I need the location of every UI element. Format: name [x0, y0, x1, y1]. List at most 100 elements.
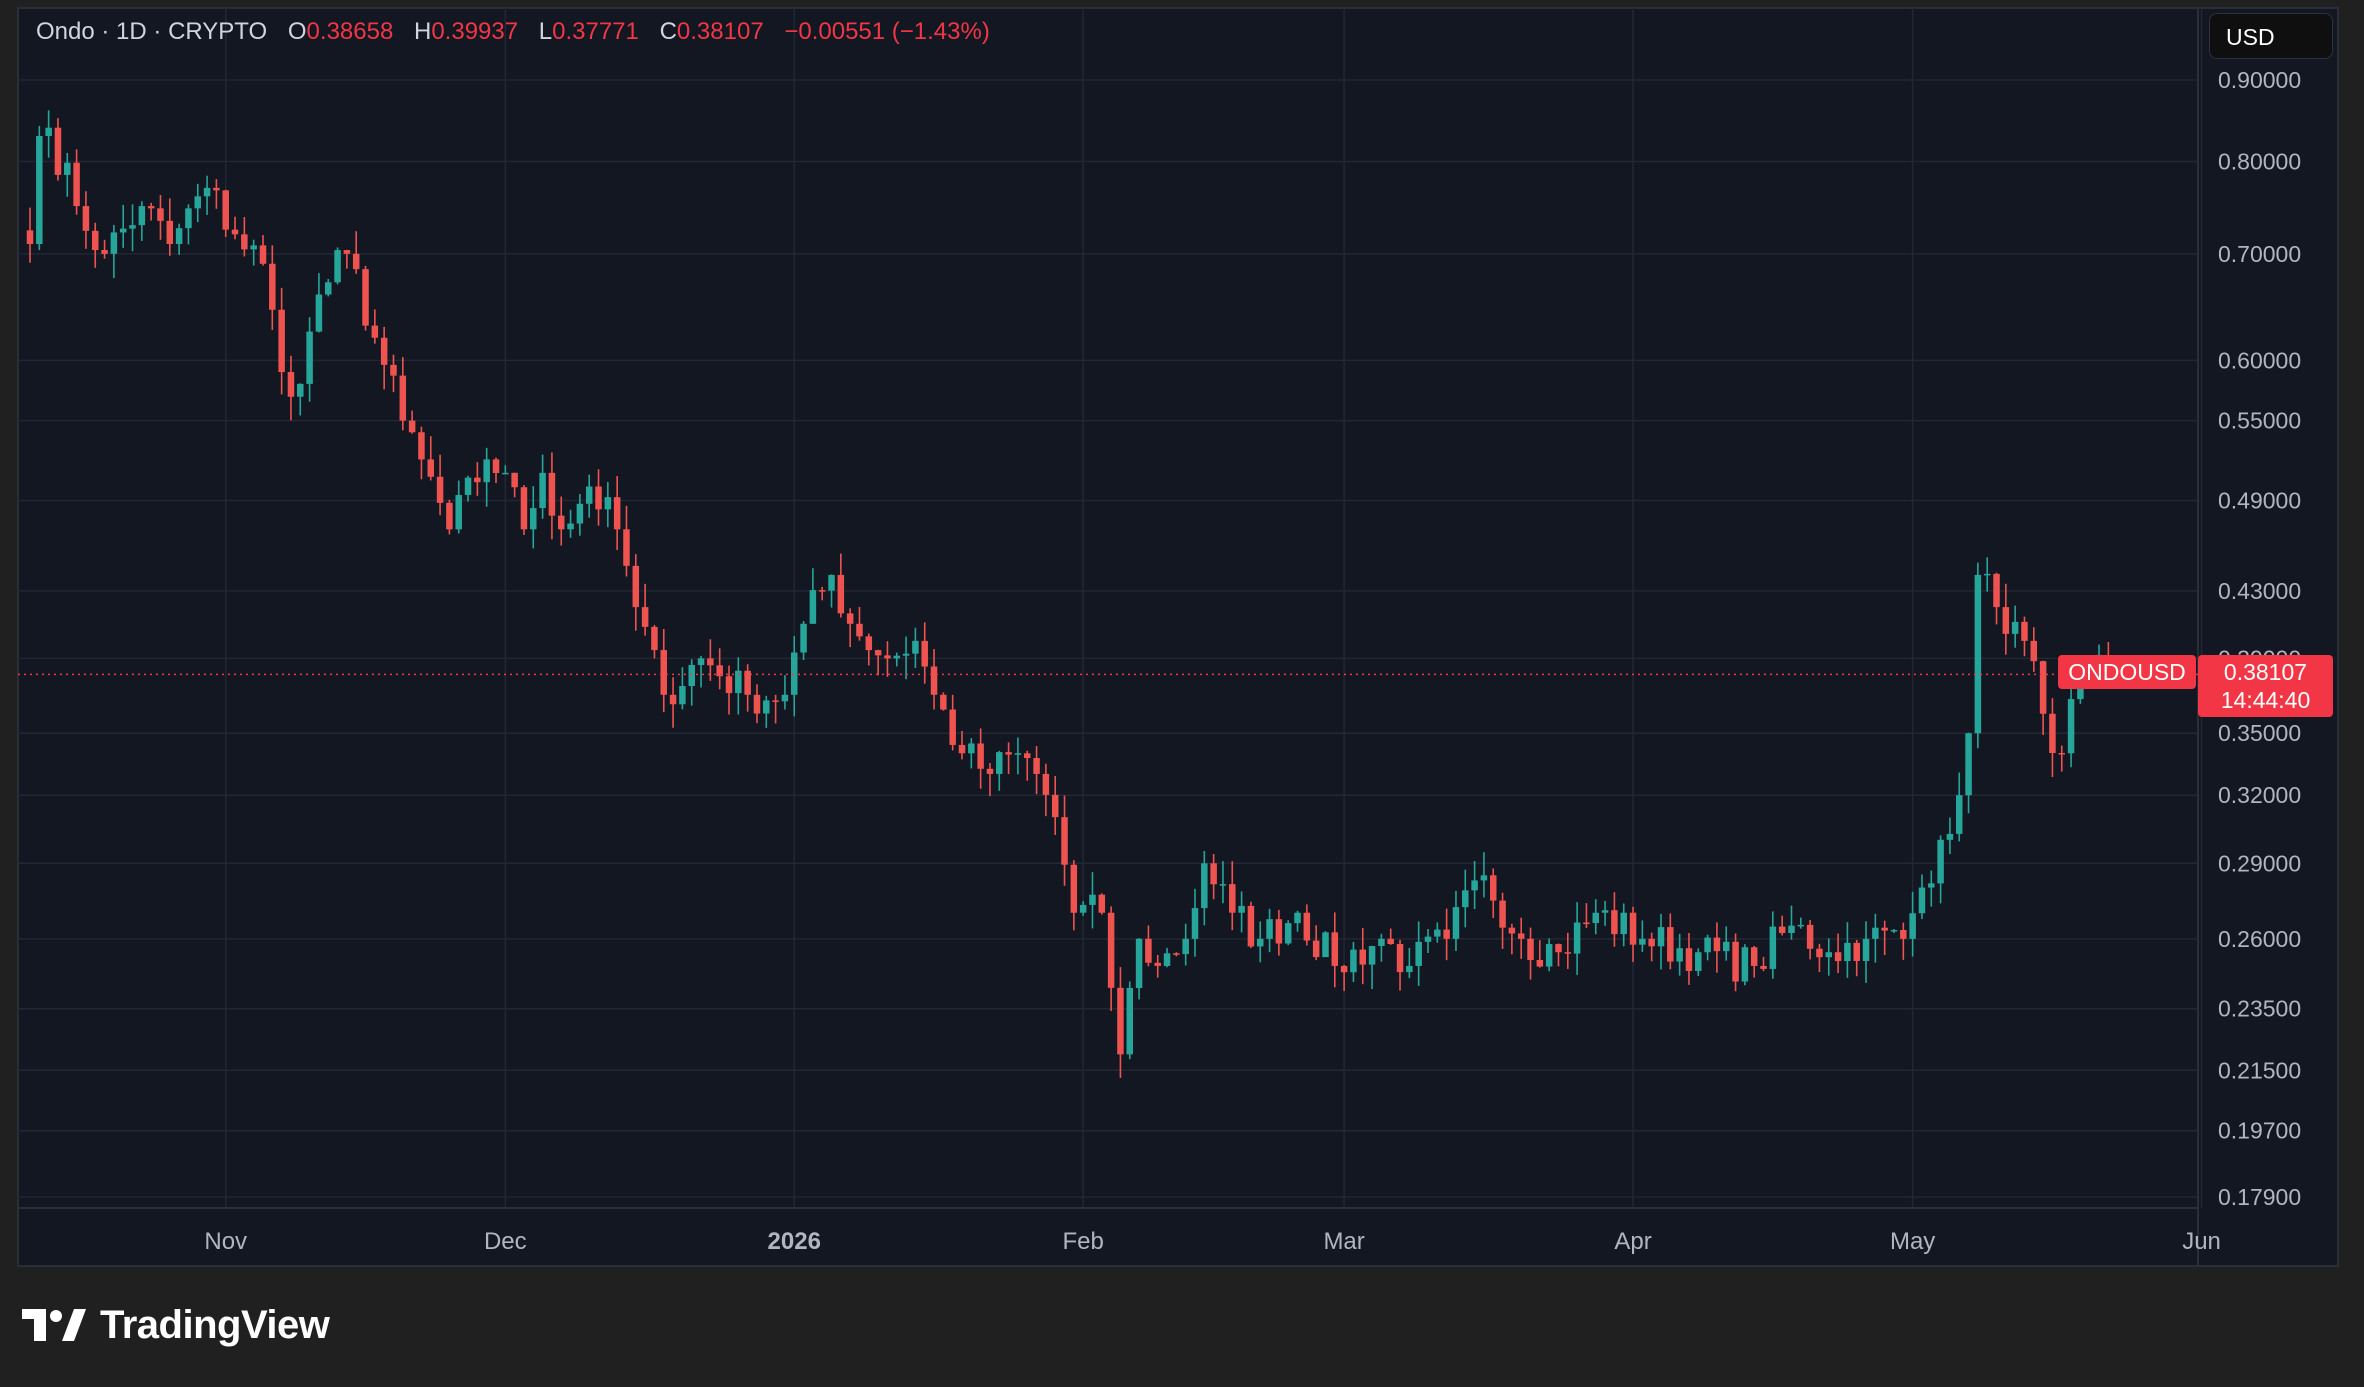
candle-body [1154, 962, 1161, 966]
candle-body [604, 497, 612, 510]
candle-body [371, 325, 379, 338]
candle [790, 636, 798, 717]
candle-body [362, 269, 369, 326]
candle [1573, 902, 1581, 975]
candle-body [1583, 922, 1590, 925]
candle [735, 657, 742, 715]
candle-body [585, 486, 593, 504]
candle [1387, 928, 1394, 945]
candle-body [306, 331, 313, 384]
candle-body [436, 476, 444, 503]
candle [818, 586, 826, 601]
candle-body [1070, 864, 1078, 913]
candle-body [688, 664, 695, 687]
x-tick-label: Mar [1323, 1228, 1364, 1255]
candle-body [1872, 927, 1879, 939]
candle-body [1825, 952, 1833, 958]
candle-body [241, 234, 248, 250]
candle-body [157, 208, 164, 221]
candle-body [1937, 839, 1944, 884]
candle-body [1173, 953, 1180, 955]
candle [73, 149, 80, 215]
currency-selector[interactable]: USD [2209, 13, 2333, 59]
candle-body [194, 196, 202, 209]
candle [707, 639, 714, 681]
candle-body [679, 686, 686, 705]
y-tick-label: 0.35000 [2218, 720, 2301, 746]
candle [1592, 899, 1600, 935]
candle [2030, 627, 2038, 672]
candle [986, 763, 994, 797]
candle-body [1443, 929, 1450, 939]
candle [297, 383, 304, 416]
candle [1797, 917, 1805, 929]
x-tick-label: 2026 [768, 1228, 821, 1255]
candle [1098, 893, 1106, 915]
candle-body [940, 694, 947, 710]
candle [856, 607, 863, 641]
candle [1732, 933, 1739, 992]
candle-body [390, 364, 397, 376]
candle-body [1229, 884, 1236, 913]
candle [203, 175, 211, 215]
candle [1499, 892, 1506, 949]
candle [455, 480, 462, 534]
candle-body [790, 652, 798, 695]
candle [958, 731, 966, 760]
candle-body [54, 127, 62, 175]
candle-body [185, 208, 192, 229]
candle [408, 410, 416, 434]
candle [474, 462, 481, 496]
candle [1983, 557, 1991, 592]
candle-body [958, 744, 966, 754]
candle [352, 231, 360, 274]
candle-body [809, 590, 817, 624]
candle [623, 505, 630, 577]
candle-body [203, 187, 211, 197]
candle-body [1247, 905, 1255, 947]
candle [1191, 888, 1199, 957]
candle [324, 278, 332, 297]
candle-body [520, 487, 528, 530]
candle [1061, 795, 1068, 886]
candle [418, 426, 425, 480]
candle [2067, 676, 2075, 768]
candle [157, 194, 164, 240]
candle-body [1527, 938, 1534, 960]
candle-body [2030, 640, 2038, 662]
candle-body [1592, 912, 1600, 924]
candle-body [399, 375, 407, 421]
candle-body [1564, 952, 1572, 954]
candle-body [753, 694, 761, 714]
candle-body [1508, 927, 1516, 934]
y-tick-label: 0.23500 [2218, 996, 2301, 1022]
candle [613, 476, 621, 551]
tradingview-logo[interactable]: TradingView [22, 1300, 330, 1350]
candle [502, 465, 509, 475]
candle-body [1359, 949, 1367, 965]
legend-open-label: O [287, 18, 307, 45]
candle [1769, 911, 1777, 979]
candle-body [343, 250, 351, 254]
candle [54, 118, 62, 181]
candle-body [1788, 925, 1795, 934]
legend-symbol[interactable]: Ondo [36, 18, 95, 45]
legend-interval[interactable]: 1D [116, 18, 147, 45]
candle [166, 198, 174, 256]
candle [1937, 835, 1944, 904]
candle-body [250, 245, 257, 250]
candle [287, 355, 295, 421]
candle-body [1219, 884, 1227, 886]
legend-low-label: L [538, 18, 553, 45]
candle-body [1191, 908, 1199, 939]
candle [1033, 746, 1040, 795]
candle-body [1741, 947, 1749, 982]
candle [846, 608, 854, 648]
candle [1359, 927, 1367, 985]
candle-body [1573, 922, 1581, 954]
candle [91, 222, 99, 268]
candle [2049, 698, 2056, 778]
candle [259, 235, 267, 266]
